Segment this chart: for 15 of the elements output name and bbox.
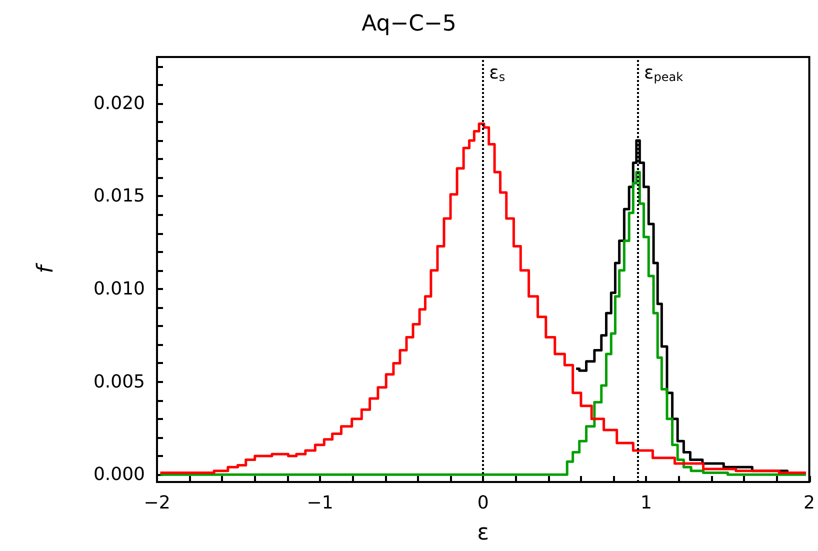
x-tick-label: 0 (477, 492, 489, 514)
y-axis-title: f (34, 262, 58, 274)
x-tick-label: −2 (144, 492, 170, 514)
x-tick-label: 2 (804, 492, 815, 514)
y-tick-label: 0.010 (93, 278, 145, 300)
y-tick-label: 0.015 (93, 186, 145, 207)
chart-title: Aq−C−5 (362, 12, 456, 36)
y-tick-label: 0.020 (93, 92, 145, 114)
x-axis-title: ε (477, 520, 490, 546)
y-tick-label: 0.005 (93, 371, 145, 392)
x-tick-label: 1 (640, 492, 652, 514)
ref-line-label: εs (489, 62, 506, 84)
x-tick-label: −1 (306, 492, 334, 514)
ref-line-label: εpeak (644, 62, 684, 84)
y-tick-label: 0.000 (93, 464, 145, 486)
